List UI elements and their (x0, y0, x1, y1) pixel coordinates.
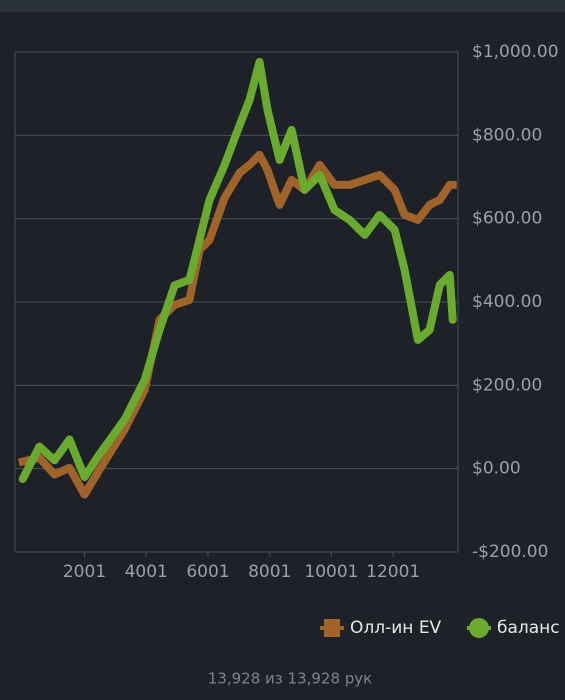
y-tick-label: $0.00 (472, 459, 521, 479)
x-tick-label: 10001 (304, 562, 358, 582)
series-line (17, 150, 457, 499)
x-tick-label: 12001 (366, 562, 420, 582)
footer: 13,928 из 13,928 рук (208, 670, 372, 688)
top-bar (0, 0, 565, 12)
y-tick-label: $400.00 (472, 292, 542, 312)
series-line (18, 58, 457, 484)
x-tick-label: 6001 (186, 562, 229, 582)
y-tick-label: -$200.00 (472, 542, 548, 562)
legend-marker (324, 619, 340, 637)
y-tick-label: $200.00 (472, 375, 542, 395)
y-tick-label: $600.00 (472, 209, 542, 229)
x-tick-label: 8001 (248, 562, 291, 582)
legend-label: Олл-ин EV (350, 618, 442, 638)
y-tick-label: $800.00 (472, 125, 542, 145)
x-tick-label: 2001 (63, 562, 106, 582)
y-tick-label: $1,000.00 (472, 42, 559, 62)
x-tick-label: 4001 (125, 562, 168, 582)
legend-marker (469, 618, 489, 638)
legend-label: баланс (497, 618, 560, 638)
